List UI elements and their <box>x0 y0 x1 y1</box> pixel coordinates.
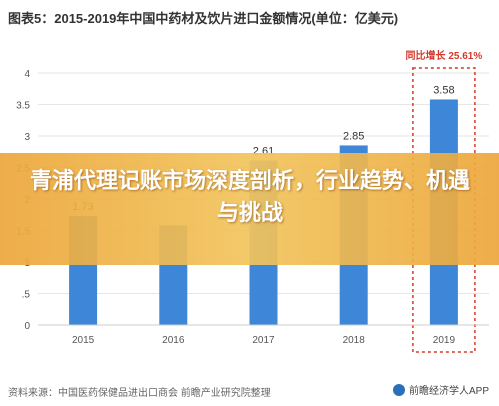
y-tick-label: .5 <box>22 290 31 301</box>
x-tick-label: 2018 <box>343 335 366 346</box>
x-tick-label: 2017 <box>252 335 275 346</box>
x-tick-label: 2015 <box>72 335 95 346</box>
x-tick-label: 2019 <box>433 335 456 346</box>
y-tick-label: 4 <box>24 69 30 80</box>
y-tick-label: 0 <box>24 321 30 332</box>
brand-badge: 前瞻经济学人APP <box>392 382 489 397</box>
data-label: 2.85 <box>343 130 364 142</box>
headline-banner <box>0 153 499 265</box>
data-label: 3.58 <box>433 84 454 96</box>
headline-text: 青浦代理记账市场深度剖析，行业趋势、机遇与挑战 <box>30 168 471 225</box>
growth-annotation: 同比增长 25.61% <box>406 49 483 62</box>
chart-title: 图表5：2015-2019年中国中药材及饮片进口金额情况(单位：亿美元) <box>8 11 399 26</box>
brand-logo-icon <box>392 383 405 396</box>
y-tick-label: 3 <box>24 132 30 143</box>
y-tick-label: 3.5 <box>16 101 30 112</box>
brand-name: 前瞻经济学人APP <box>408 386 489 397</box>
source-note: 资料来源：中国医药保健品进出口商会 前瞻产业研究院整理 <box>8 388 271 399</box>
x-tick-label: 2016 <box>162 335 185 346</box>
